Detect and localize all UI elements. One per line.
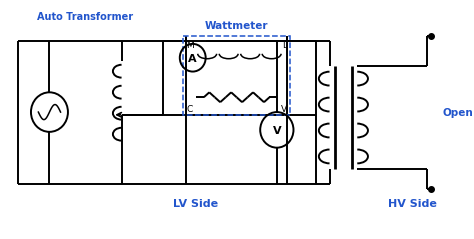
Text: HV Side: HV Side: [388, 199, 437, 209]
Text: M: M: [186, 41, 194, 50]
Bar: [183, 36, 290, 115]
Text: Auto Transformer: Auto Transformer: [36, 12, 133, 22]
Text: A: A: [189, 54, 197, 64]
Text: LV Side: LV Side: [173, 199, 218, 209]
Text: V: V: [281, 105, 287, 114]
Text: L: L: [282, 41, 287, 50]
Text: V: V: [273, 126, 281, 136]
Text: Open: Open: [442, 108, 473, 118]
Text: Wattmeter: Wattmeter: [205, 21, 268, 31]
Text: C: C: [187, 105, 193, 114]
